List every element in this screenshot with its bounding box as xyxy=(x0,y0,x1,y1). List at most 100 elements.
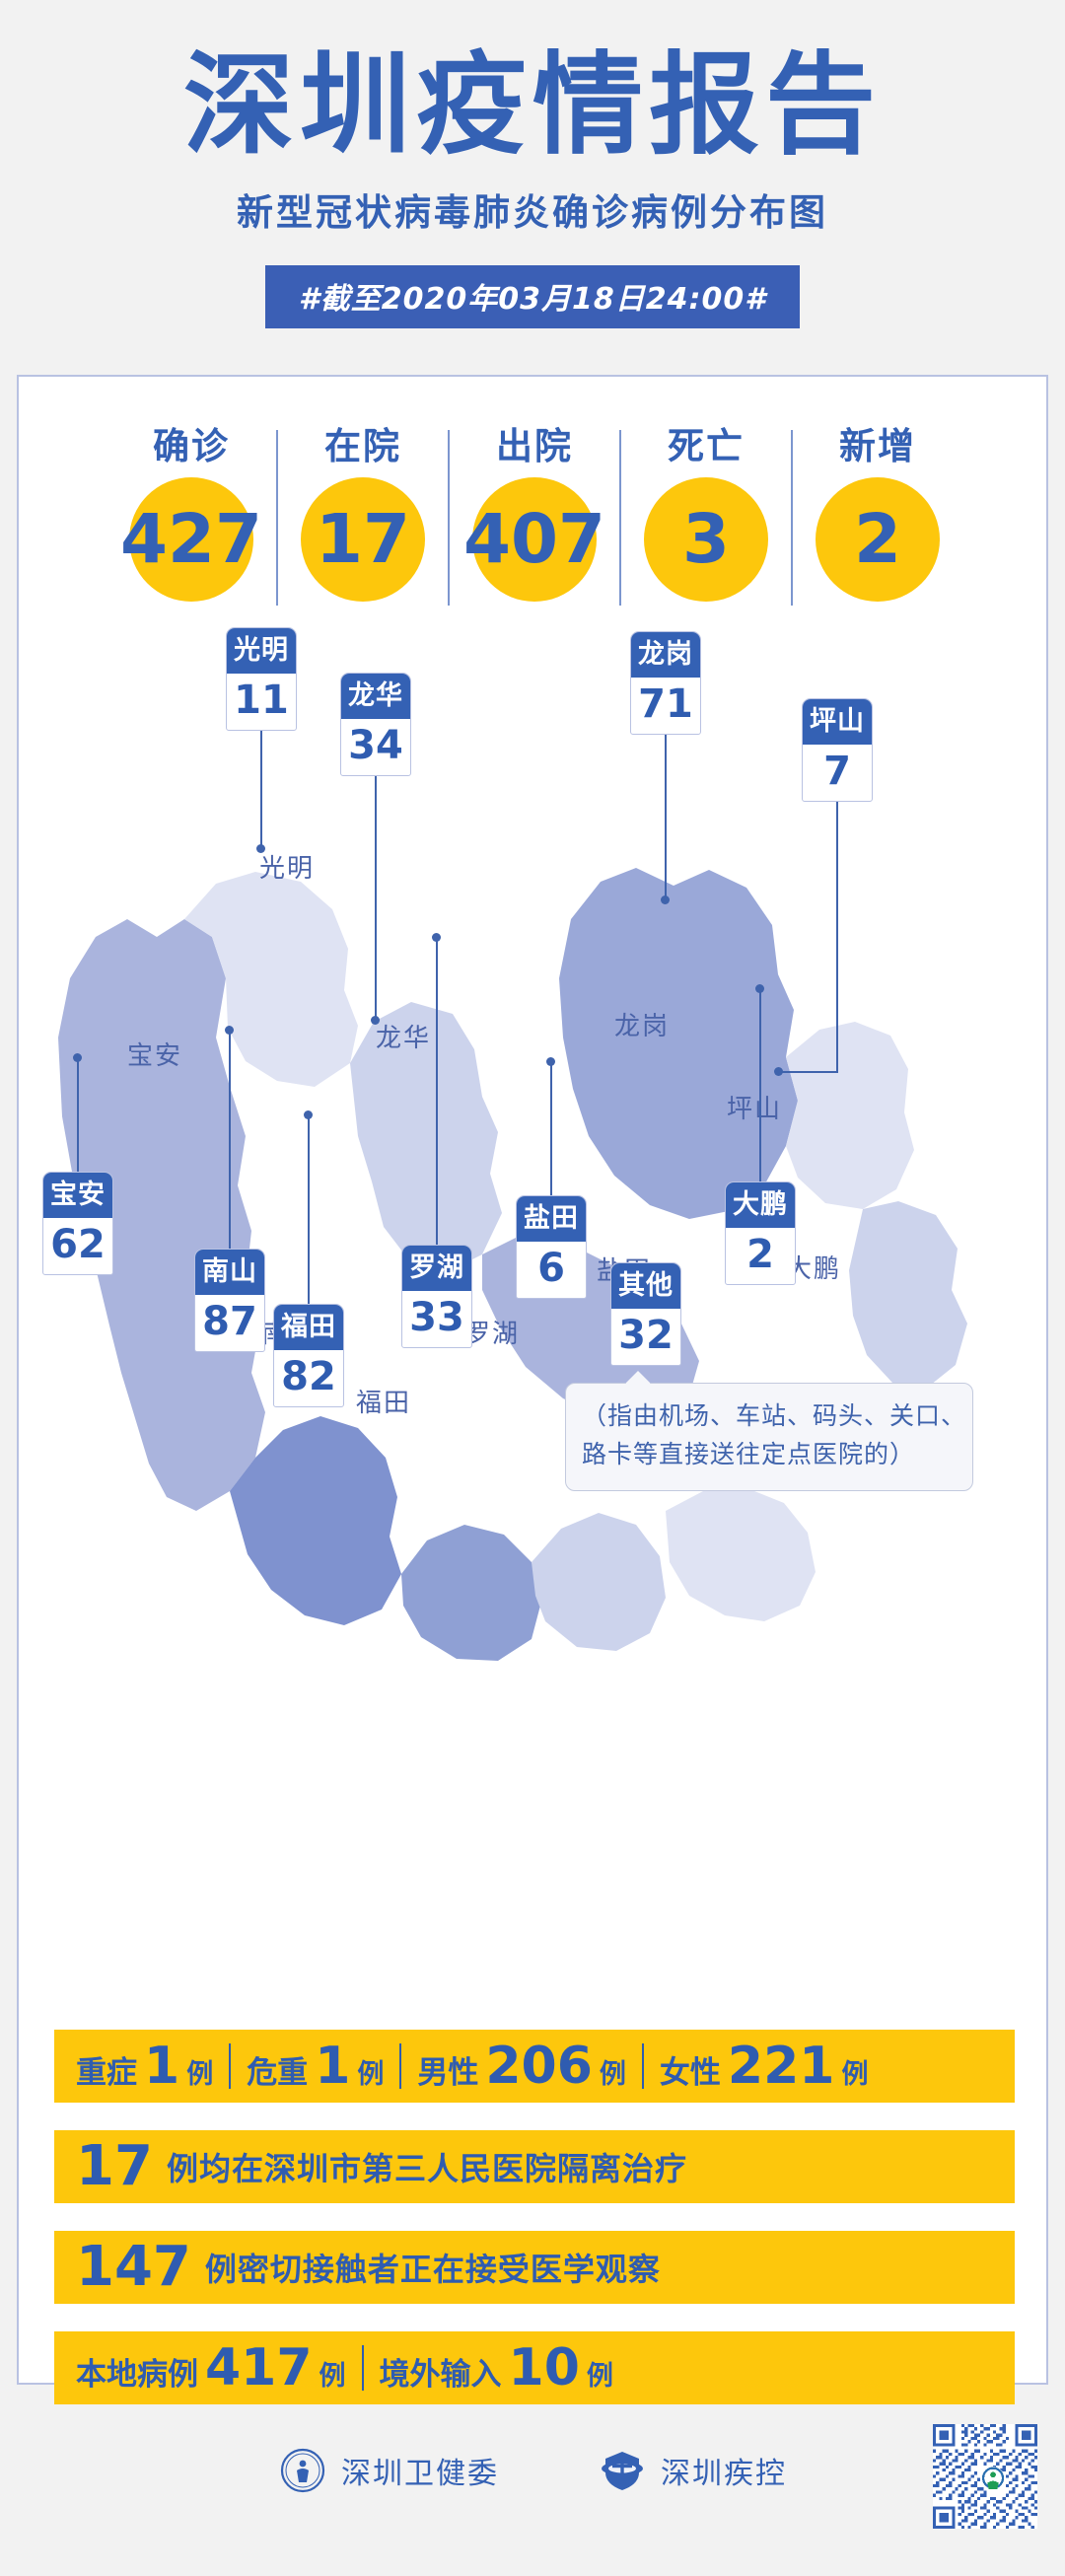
leader-dot-pingshan xyxy=(774,1067,783,1076)
stat-value: 427 xyxy=(119,499,263,579)
stat-divider xyxy=(448,430,450,606)
leader-dot-nanshan xyxy=(225,1026,234,1035)
leader-line-guangming xyxy=(260,726,262,848)
leader-dot-guangming xyxy=(256,844,265,853)
map-label-pingshan: 坪山 xyxy=(727,1095,783,1124)
district-shape-futian xyxy=(401,1525,541,1661)
pin-longhua[interactable]: 龙华 34 xyxy=(340,673,411,777)
summary-bars: 重症 1 例 危重 1 例 男性 206 例 女性 xyxy=(19,2030,1050,2432)
pin-yantian[interactable]: 盐田 6 xyxy=(516,1195,587,1300)
stat-value: 407 xyxy=(462,499,606,579)
stat-confirmed: 确诊 427 xyxy=(106,416,276,602)
bar-value: 147 xyxy=(76,2235,191,2299)
pin-title: 福田 xyxy=(274,1305,343,1351)
leader-dot-longgang xyxy=(661,895,670,904)
stat-value: 3 xyxy=(681,499,730,579)
bar-value: 17 xyxy=(76,2134,153,2198)
district-shape-nanshan xyxy=(230,1416,401,1625)
poster-footer: 深圳卫健委 深圳疾控 xyxy=(0,2406,1065,2576)
pin-other[interactable]: 其他 32 xyxy=(610,1262,681,1367)
pin-nanshan[interactable]: 南山 87 xyxy=(194,1249,265,1353)
district-shape-longgang xyxy=(559,868,798,1219)
district-shape-longhua xyxy=(350,1002,502,1272)
note-line-1: （指由机场、车站、码头、关口、 xyxy=(582,1401,967,1430)
date-band: #截至2020年03月18日24:00# xyxy=(264,264,801,328)
stat-bubble: 427 xyxy=(120,477,262,602)
segment-divider xyxy=(641,2043,644,2089)
segment-label: 境外输入 xyxy=(379,2357,502,2393)
leader-line-baoan xyxy=(77,1059,79,1174)
map-shapes xyxy=(58,868,967,1661)
bar-hospital-isolation: 17 例均在深圳市第三人民医院隔离治疗 xyxy=(54,2130,1015,2203)
segment-female: 女性 221 例 xyxy=(660,2037,869,2096)
segment-label: 危重 xyxy=(247,2055,309,2091)
stat-label: 确诊 xyxy=(153,425,230,467)
qr-code[interactable] xyxy=(933,2424,1037,2529)
leader-line-dapeng xyxy=(759,990,761,1183)
segment-critical: 危重 1 例 xyxy=(247,2037,384,2096)
pin-pingshan[interactable]: 坪山 7 xyxy=(802,698,873,803)
segment-unit: 例 xyxy=(357,2059,385,2090)
page-subtitle: 新型冠状病毒肺炎确诊病例分布图 xyxy=(237,190,828,234)
pin-longgang[interactable]: 龙岗 71 xyxy=(630,631,701,736)
pin-title: 其他 xyxy=(611,1263,680,1310)
stat-value: 17 xyxy=(315,499,411,579)
pin-title: 宝安 xyxy=(43,1173,112,1219)
pin-title: 罗湖 xyxy=(402,1246,471,1292)
segment-divider xyxy=(229,2043,232,2089)
map-label-futian: 福田 xyxy=(356,1389,412,1418)
summary-stats-row: 确诊 427 在院 17 出院 407 死亡 xyxy=(19,416,1050,643)
leader-line-pingshan-h xyxy=(778,1071,838,1073)
pin-title: 坪山 xyxy=(803,699,872,746)
shenzhen-district-map: 光明 龙华 龙岗 坪山 宝安 南山 福田 罗湖 盐田 大鹏 光明 11 龙华 3… xyxy=(19,623,1050,1994)
leader-dot-dapeng xyxy=(755,984,764,993)
poster-header: 深圳疫情报告 新型冠状病毒肺炎确诊病例分布图 #截至2020年03月18日24:… xyxy=(0,0,1065,394)
segment-unit: 例 xyxy=(841,2059,869,2090)
stat-value: 2 xyxy=(853,499,901,579)
segment-label: 女性 xyxy=(659,2055,721,2091)
bar-close-contacts: 147 例密切接触者正在接受医学观察 xyxy=(54,2231,1015,2304)
pin-count: 32 xyxy=(618,1313,674,1359)
map-label-longgang: 龙岗 xyxy=(614,1012,671,1041)
pin-luohu[interactable]: 罗湖 33 xyxy=(401,1245,472,1349)
stat-bubble: 2 xyxy=(816,477,940,602)
pin-count: 62 xyxy=(50,1222,106,1268)
pin-dapeng[interactable]: 大鹏 2 xyxy=(725,1181,796,1286)
district-shape-baoan xyxy=(58,919,265,1511)
pin-count: 33 xyxy=(409,1295,464,1341)
segment-unit: 例 xyxy=(186,2059,214,2090)
map-label-longhua: 龙华 xyxy=(376,1024,432,1053)
stat-discharged: 出院 407 xyxy=(450,416,619,602)
stat-label: 死亡 xyxy=(668,425,745,467)
pin-title: 龙岗 xyxy=(631,632,700,679)
bar-text: 例密切接触者正在接受医学观察 xyxy=(204,2251,661,2288)
brand-label: 深圳卫健委 xyxy=(341,2457,499,2491)
segment-value: 1 xyxy=(144,2037,180,2096)
pin-title: 盐田 xyxy=(517,1196,586,1243)
pin-guangming[interactable]: 光明 11 xyxy=(226,627,297,732)
leader-dot-futian xyxy=(304,1110,313,1119)
pin-count: 6 xyxy=(537,1246,565,1292)
pin-count: 71 xyxy=(638,681,693,728)
other-cases-note: （指由机场、车站、码头、关口、 路卡等直接送往定点医院的） xyxy=(565,1371,973,1491)
pin-count: 87 xyxy=(202,1299,257,1345)
stat-bubble: 3 xyxy=(644,477,768,602)
stat-new-cases: 新增 2 xyxy=(793,416,962,602)
segment-unit: 例 xyxy=(599,2059,626,2090)
pin-baoan[interactable]: 宝安 62 xyxy=(42,1172,113,1276)
segment-label: 男性 xyxy=(417,2055,479,2091)
segment-value: 417 xyxy=(205,2338,313,2397)
segment-value: 10 xyxy=(508,2338,580,2397)
stat-label: 在院 xyxy=(324,425,401,467)
map-label-luohu: 罗湖 xyxy=(464,1320,521,1349)
segment-male: 男性 206 例 xyxy=(417,2037,626,2096)
pin-futian[interactable]: 福田 82 xyxy=(273,1304,344,1408)
leader-dot-yantian xyxy=(546,1057,555,1066)
pin-count: 2 xyxy=(746,1232,774,1278)
segment-label: 重症 xyxy=(76,2055,137,2091)
pin-title: 龙华 xyxy=(341,674,410,720)
district-shape-guangming xyxy=(184,872,358,1087)
district-shape-pingshan xyxy=(786,1022,914,1209)
segment-severe: 重症 1 例 xyxy=(76,2037,213,2096)
